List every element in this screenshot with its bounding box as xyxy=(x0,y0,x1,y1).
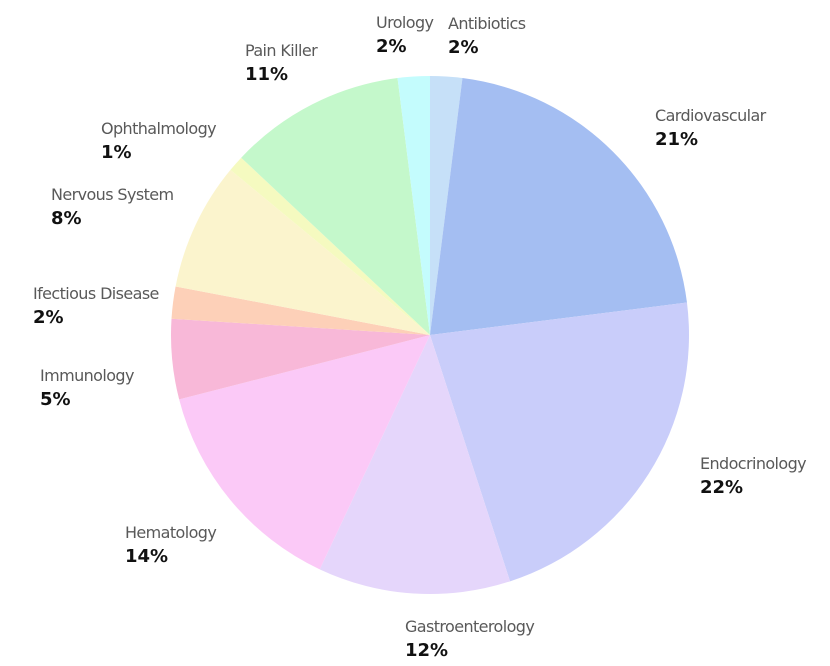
slice-endocrinology xyxy=(430,302,690,582)
pie-slices xyxy=(170,76,690,594)
label-ophthalmology: Ophthalmology xyxy=(101,119,216,138)
slice-gastroenterology xyxy=(319,335,511,594)
slice-hematology xyxy=(179,335,430,570)
slice-nervous-system xyxy=(175,169,430,335)
slice-urology xyxy=(397,76,430,335)
value-antibiotics: 2% xyxy=(448,37,479,58)
slice-ifectious-disease xyxy=(171,286,430,335)
value-immunology: 5% xyxy=(40,389,71,410)
label-cardiovascular: Cardiovascular xyxy=(655,106,767,125)
value-ifectious-disease: 2% xyxy=(33,307,64,328)
label-hematology: Hematology xyxy=(125,523,216,542)
value-pain-killer: 11% xyxy=(245,64,288,85)
value-urology: 2% xyxy=(376,36,407,57)
pie-labels: Antibiotics 2% Cardiovascular 21% Endocrinol… xyxy=(33,13,807,661)
label-urology: Urology xyxy=(376,13,434,32)
value-gastroenterology: 12% xyxy=(405,640,448,661)
value-ophthalmology: 1% xyxy=(101,142,132,163)
slice-immunology xyxy=(170,318,430,400)
slice-cardiovascular xyxy=(430,78,687,335)
slice-pain-killer xyxy=(241,78,430,335)
value-endocrinology: 22% xyxy=(700,477,743,498)
label-endocrinology: Endocrinology xyxy=(700,454,806,473)
label-antibiotics: Antibiotics xyxy=(448,14,526,33)
label-ifectious-disease: Ifectious Disease xyxy=(33,284,159,303)
slice-ophthalmology xyxy=(230,157,430,335)
value-cardiovascular: 21% xyxy=(655,129,698,150)
label-pain-killer: Pain Killer xyxy=(245,41,318,60)
value-hematology: 14% xyxy=(125,546,168,567)
value-nervous-system: 8% xyxy=(51,208,82,229)
label-nervous-system: Nervous System xyxy=(51,185,173,204)
label-gastroenterology: Gastroenterology xyxy=(405,617,534,636)
slice-antibiotics xyxy=(430,76,463,335)
label-immunology: Immunology xyxy=(40,366,134,385)
